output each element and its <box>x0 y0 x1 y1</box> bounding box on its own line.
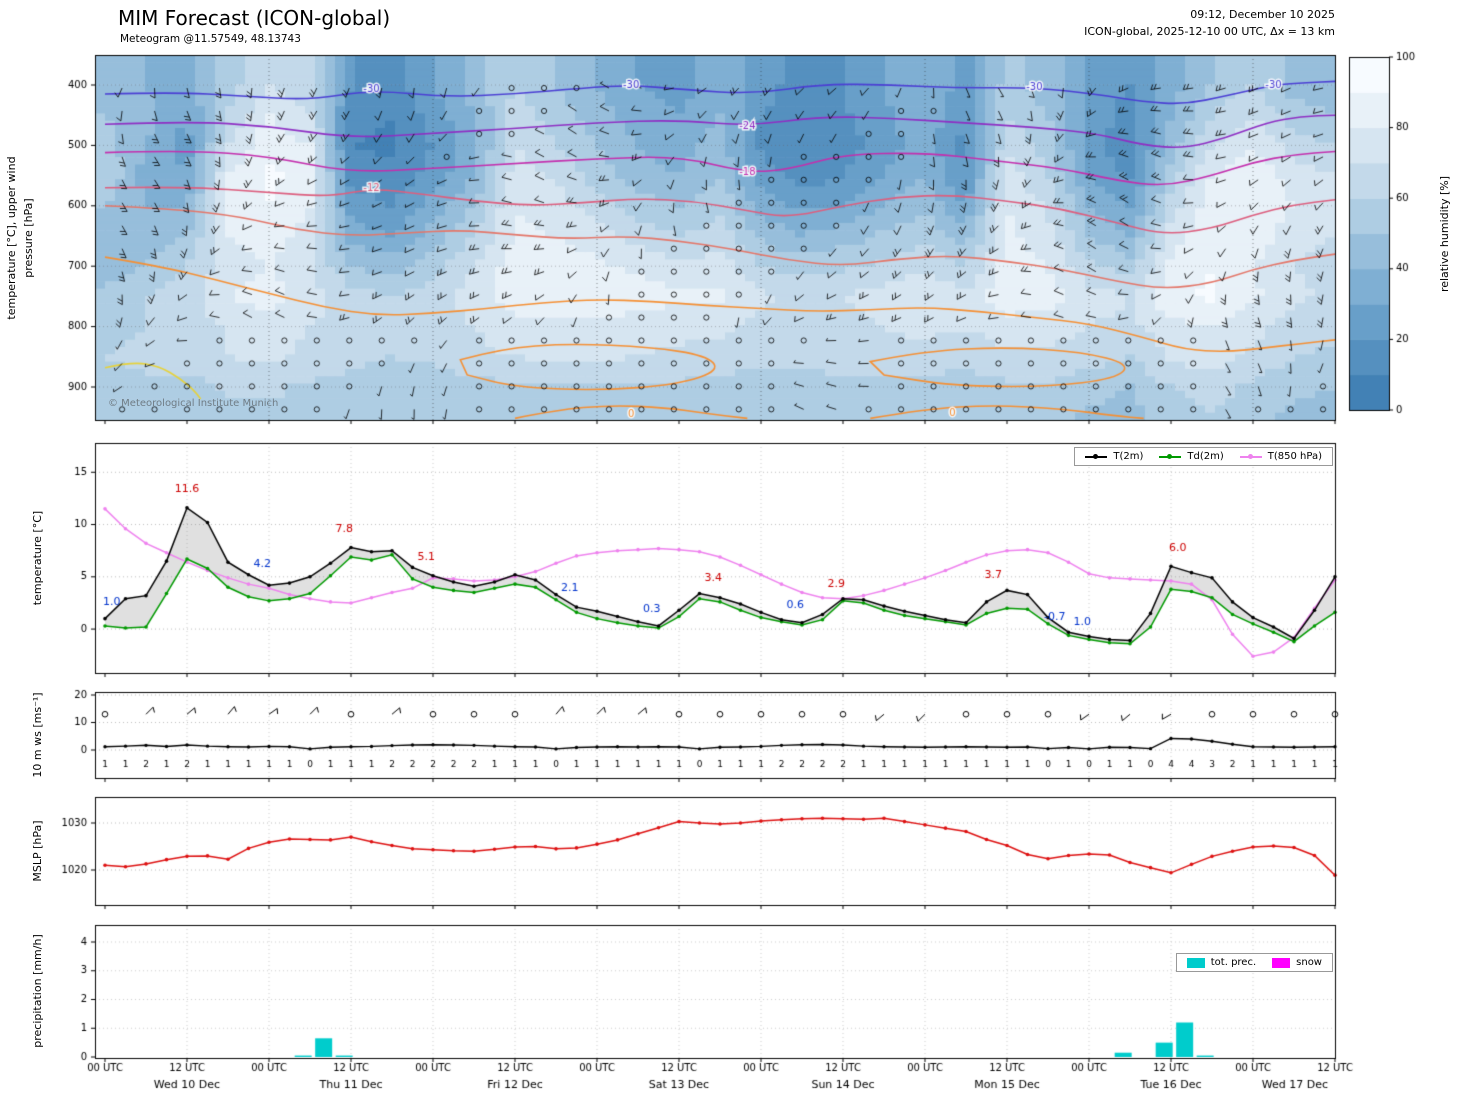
td2m-line-swatch <box>1159 453 1182 459</box>
precip-legend: tot. prec. snow <box>1175 953 1333 972</box>
tot-prec-swatch <box>1186 957 1205 968</box>
legend-item-t850: T(850 hPa) <box>1239 451 1322 462</box>
t2m-label: T(2m) <box>1113 451 1144 462</box>
tot-prec-label: tot. prec. <box>1210 957 1257 968</box>
precip-panel-ylabel: precipitation [mm/h] <box>31 934 44 1048</box>
watermark: © Meteorological Institute Munich <box>108 398 279 409</box>
legend-item-snow: snow <box>1272 957 1322 968</box>
snow-label: snow <box>1296 957 1322 968</box>
colorbar-label: relative humidity [%] <box>1438 175 1451 293</box>
model-run-info: ICON-global, 2025-12-10 00 UTC, Δx = 13 … <box>1084 25 1335 38</box>
t850-line-swatch <box>1239 453 1262 459</box>
snow-swatch <box>1272 957 1291 968</box>
t2m-line-swatch <box>1085 453 1108 459</box>
t850-label: T(850 hPa) <box>1267 451 1322 462</box>
page-title: MIM Forecast (ICON-global) <box>118 6 391 30</box>
creation-timestamp: 09:12, December 10 2025 <box>1190 8 1335 21</box>
legend-item-td2m: Td(2m) <box>1159 451 1224 462</box>
upper-panel-ylabel-line2: pressure [hPa] <box>22 198 35 278</box>
td2m-label: Td(2m) <box>1187 451 1224 462</box>
temperature-legend: T(2m) Td(2m) T(850 hPa) <box>1074 447 1333 466</box>
legend-item-tot-prec: tot. prec. <box>1186 957 1257 968</box>
legend-item-t2m: T(2m) <box>1085 451 1143 462</box>
meteogram-coordinates: Meteogram @11.57549, 48.13743 <box>120 33 301 45</box>
upper-panel-ylabel-line1: temperature [°C], upper wind <box>5 156 18 320</box>
